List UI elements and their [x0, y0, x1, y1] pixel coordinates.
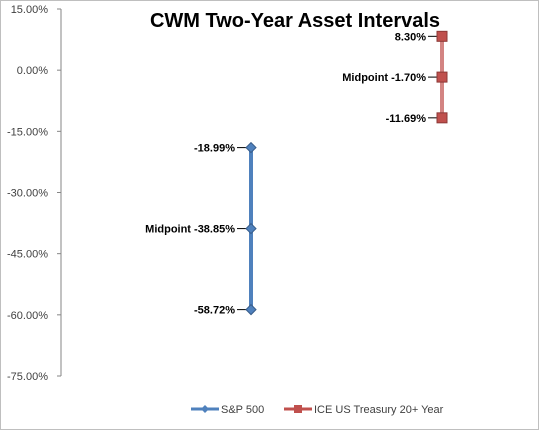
data-label: Midpoint -38.85%: [145, 224, 235, 236]
y-tick-label: -30.00%: [7, 188, 48, 200]
data-label: Midpoint -1.70%: [342, 72, 426, 84]
legend-item: S&P 500: [191, 404, 264, 416]
y-axis: 15.00% 0.00% -15.00% -30.00% -45.00% -60.00% -…: [7, 4, 61, 383]
data-label: -11.69%: [386, 113, 427, 125]
legend-label: ICE US Treasury 20+ Year: [314, 404, 444, 416]
y-tick-label: 0.00%: [17, 65, 48, 77]
y-tick-label: -45.00%: [7, 249, 48, 261]
legend-label: S&P 500: [221, 404, 264, 416]
y-tick-label: -15.00%: [7, 126, 48, 138]
data-point-marker: [436, 71, 448, 83]
data-point-marker: [245, 222, 257, 235]
series-treasury: 8.30% Midpoint -1.70% -11.69%: [342, 30, 448, 125]
series-sp500: -18.99% Midpoint -38.85% -58.72%: [145, 141, 257, 317]
data-label: -18.99%: [194, 143, 235, 155]
legend-item: ICE US Treasury 20+ Year: [284, 404, 444, 416]
data-point-marker: [245, 303, 257, 316]
data-label: 8.30%: [395, 31, 426, 43]
data-point-marker: [245, 141, 257, 154]
data-label: -58.72%: [194, 305, 235, 317]
legend-marker: [294, 405, 302, 413]
data-point-marker: [436, 30, 448, 42]
legend: S&P 500 ICE US Treasury 20+ Year: [191, 404, 444, 416]
y-tick-label: 15.00%: [11, 4, 49, 16]
data-point-marker: [436, 112, 448, 124]
y-tick-label: -75.00%: [7, 371, 48, 383]
plot-area: -18.99% Midpoint -38.85% -58.72% 8.30% Midpo…: [145, 30, 448, 317]
chart-title: CWM Two-Year Asset Intervals: [150, 10, 440, 32]
y-tick-label: -60.00%: [7, 310, 48, 322]
legend-marker: [201, 405, 209, 413]
